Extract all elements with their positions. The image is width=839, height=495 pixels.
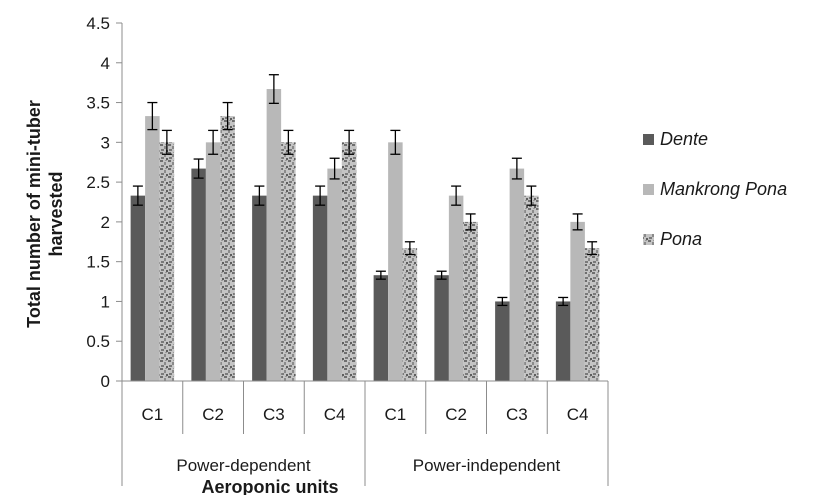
x-tick-label: C1 [142, 405, 164, 424]
bar-pona [341, 142, 357, 381]
bar-dente [495, 301, 510, 381]
y-tick-label: 2 [101, 213, 110, 232]
y-tick-label: 1.5 [86, 253, 110, 272]
x-tick-label: C2 [445, 405, 467, 424]
bar-dente [555, 301, 571, 381]
bar-dente [191, 168, 206, 381]
legend-label: Mankrong Pona [660, 179, 787, 199]
bar-mankrong-pona [205, 142, 221, 381]
x-axis-title: Aeroponic units [201, 477, 338, 495]
x-tick-label: C3 [506, 405, 528, 424]
x-tick-label: C2 [202, 405, 224, 424]
bar-pona [524, 195, 539, 381]
bar-mankrong-pona [570, 221, 585, 381]
y-tick-label: 1 [101, 292, 110, 311]
bar-pona [281, 142, 296, 381]
bar-pona [584, 248, 600, 381]
x-axis: C1 C2 C3 C4 C1 C2 C3 C4 Power-dependent Power-ind… [121, 380, 609, 486]
legend-swatch [643, 184, 654, 195]
bar-mankrong-pona [327, 168, 342, 381]
bar-dente [130, 195, 146, 381]
bar-mankrong-pona [509, 168, 525, 381]
bar-pona [402, 248, 418, 381]
y-tick-label: 0.5 [86, 332, 110, 351]
bar-mankrong-pona [145, 116, 160, 381]
x-tick-label: C4 [324, 405, 346, 424]
legend-swatch [643, 134, 654, 145]
y-axis-title: Total number of mini-tuber harvested [24, 100, 66, 328]
bar-mankrong-pona [448, 195, 464, 381]
bar-pona [463, 221, 478, 381]
legend-label: Dente [660, 129, 708, 149]
legend: Dente Mankrong Pona Pona [643, 129, 787, 249]
bar-pona [220, 116, 235, 381]
y-tick-label: 2.5 [86, 173, 110, 192]
group-label: Power-independent [413, 456, 561, 475]
x-tick-label: C3 [263, 405, 285, 424]
bar-pona [159, 142, 175, 381]
bar-dente [312, 195, 328, 381]
bar-mankrong-pona [266, 89, 282, 381]
legend-label: Pona [660, 229, 702, 249]
group-label: Power-dependent [176, 456, 310, 475]
y-tick-label: 3 [101, 133, 110, 152]
y-axis: 0 0.5 1 1.5 2 2.5 3 3.5 4 4.5 [86, 14, 123, 391]
legend-swatch [643, 234, 654, 245]
bar-dente [434, 275, 449, 381]
x-tick-label: C4 [567, 405, 589, 424]
y-tick-label: 3.5 [86, 94, 110, 113]
y-tick-label: 4 [101, 54, 110, 73]
bar-dente [252, 195, 267, 381]
bar-dente [373, 275, 389, 381]
bar-mankrong-pona [388, 142, 403, 381]
y-tick-label: 0 [101, 372, 110, 391]
y-tick-label: 4.5 [86, 14, 110, 33]
x-tick-label: C1 [385, 405, 407, 424]
plot-area [130, 74, 600, 381]
